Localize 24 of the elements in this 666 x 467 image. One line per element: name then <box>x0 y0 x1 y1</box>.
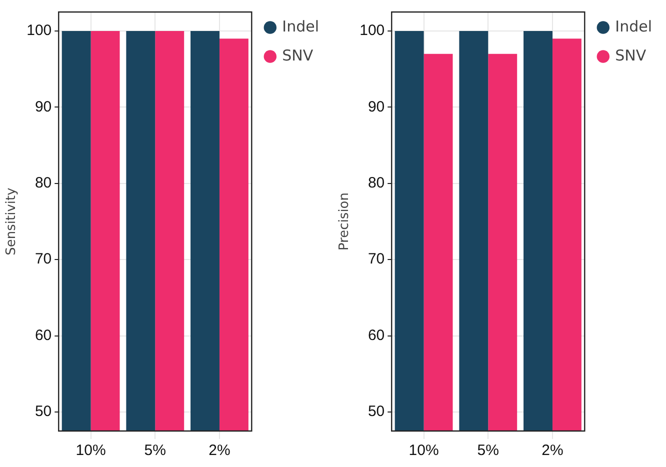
y-tick-label: 90 <box>368 98 385 116</box>
legend-label: Indel <box>615 17 652 36</box>
x-tick-label: 5% <box>477 442 499 460</box>
y-tick-label: 70 <box>34 250 52 268</box>
x-tick-label: 2% <box>542 442 564 460</box>
y-tick-label: 100 <box>360 22 385 40</box>
legend-label: Indel <box>282 17 320 36</box>
y-tick-label: 60 <box>34 326 52 344</box>
y-tick-label: 80 <box>368 174 385 192</box>
y-tick-label: 50 <box>368 403 385 420</box>
legend-label: SNV <box>282 46 314 64</box>
y-tick-label: 100 <box>26 22 52 40</box>
y-tick-label: 80 <box>34 174 52 192</box>
x-tick-label: 10% <box>408 442 439 460</box>
y-axis-title: Sensitivity <box>4 187 20 256</box>
x-tick-label: 2% <box>208 442 230 460</box>
y-tick-label: 50 <box>34 403 52 420</box>
x-tick-label: 10% <box>76 442 106 460</box>
y-tick-label: 90 <box>34 98 52 116</box>
y-tick-label: 60 <box>368 326 385 344</box>
y-tick-label: 70 <box>368 250 385 268</box>
x-tick-label: 5% <box>144 442 166 460</box>
legend-label: SNV <box>615 46 647 64</box>
y-axis-title: Precision <box>337 192 352 251</box>
